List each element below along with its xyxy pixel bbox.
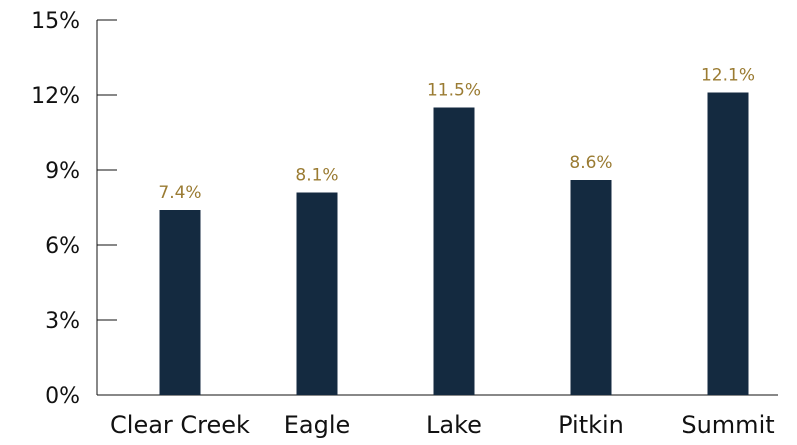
y-tick-label: 3% bbox=[45, 309, 80, 334]
y-tick-label: 12% bbox=[31, 84, 80, 109]
x-tick-label: Summit bbox=[681, 411, 774, 439]
x-tick-label: Clear Creek bbox=[110, 411, 250, 439]
bar bbox=[159, 210, 201, 395]
bar bbox=[296, 192, 338, 395]
bar bbox=[433, 107, 475, 395]
x-axis: Clear Creek Eagle Lake Pitkin Summit bbox=[97, 394, 778, 439]
y-tick-label: 6% bbox=[45, 234, 80, 259]
y-tick-label: 15% bbox=[31, 9, 80, 34]
data-label: 7.4% bbox=[158, 183, 201, 203]
data-label: 12.1% bbox=[701, 66, 755, 86]
y-tick-label: 0% bbox=[45, 384, 80, 409]
data-labels: 7.4% 8.1% 11.5% 8.6% 12.1% bbox=[158, 66, 755, 204]
bar bbox=[707, 92, 749, 395]
bars bbox=[159, 92, 749, 395]
x-tick-label: Lake bbox=[426, 411, 482, 439]
data-label: 8.6% bbox=[569, 153, 612, 173]
data-label: 8.1% bbox=[295, 166, 338, 186]
y-tick-label: 9% bbox=[45, 159, 80, 184]
data-label: 11.5% bbox=[427, 81, 481, 101]
y-axis: 0% 3% 6% 9% 12% 15% bbox=[31, 9, 117, 409]
x-tick-label: Pitkin bbox=[558, 411, 624, 439]
x-tick-label: Eagle bbox=[284, 411, 351, 439]
bar bbox=[570, 180, 612, 395]
